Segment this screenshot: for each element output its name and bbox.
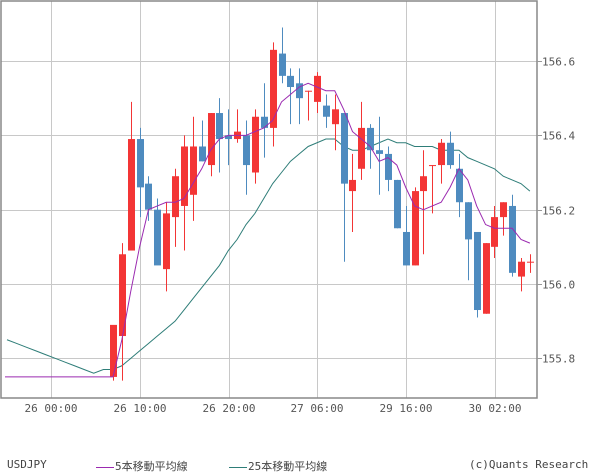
x-axis: 26 00:00 26 10:00 26 20:00 27 06:00 29 16:00…	[25, 402, 522, 415]
legend-ma5: 5本移動平均線	[96, 458, 188, 474]
svg-text:26 00:00: 26 00:00	[25, 402, 78, 415]
legend-ma5-label: 5本移動平均線	[115, 460, 188, 473]
ma5-swatch-icon	[96, 466, 114, 468]
svg-text:26 10:00: 26 10:00	[114, 402, 167, 415]
candlestick-chart: 155.8 156.0 156.2 156.4 156.6 26 00:00 26 10:…	[0, 0, 575, 415]
svg-text:156.2: 156.2	[542, 205, 575, 218]
y-axis: 155.8 156.0 156.2 156.4 156.6	[537, 56, 575, 366]
svg-text:27 06:00: 27 06:00	[291, 402, 344, 415]
ma5-line	[5, 82, 531, 378]
grid-lines	[1, 1, 537, 398]
ma25-swatch-icon	[229, 466, 247, 468]
svg-text:156.0: 156.0	[542, 279, 575, 292]
svg-text:155.8: 155.8	[542, 353, 575, 366]
svg-text:30 02:00: 30 02:00	[469, 402, 522, 415]
legend-symbol: USDJPY	[7, 458, 47, 471]
svg-text:29 16:00: 29 16:00	[380, 402, 433, 415]
candles	[110, 27, 534, 381]
svg-text:156.4: 156.4	[542, 130, 575, 143]
legend-ma25-label: 25本移動平均線	[248, 460, 328, 473]
svg-text:26 20:00: 26 20:00	[203, 402, 256, 415]
copyright: (c)Quants Research	[469, 458, 589, 471]
legend-ma25: 25本移動平均線	[229, 458, 327, 474]
plot-frame	[0, 0, 538, 399]
svg-text:156.6: 156.6	[542, 56, 575, 69]
ma25-line	[6, 138, 531, 374]
